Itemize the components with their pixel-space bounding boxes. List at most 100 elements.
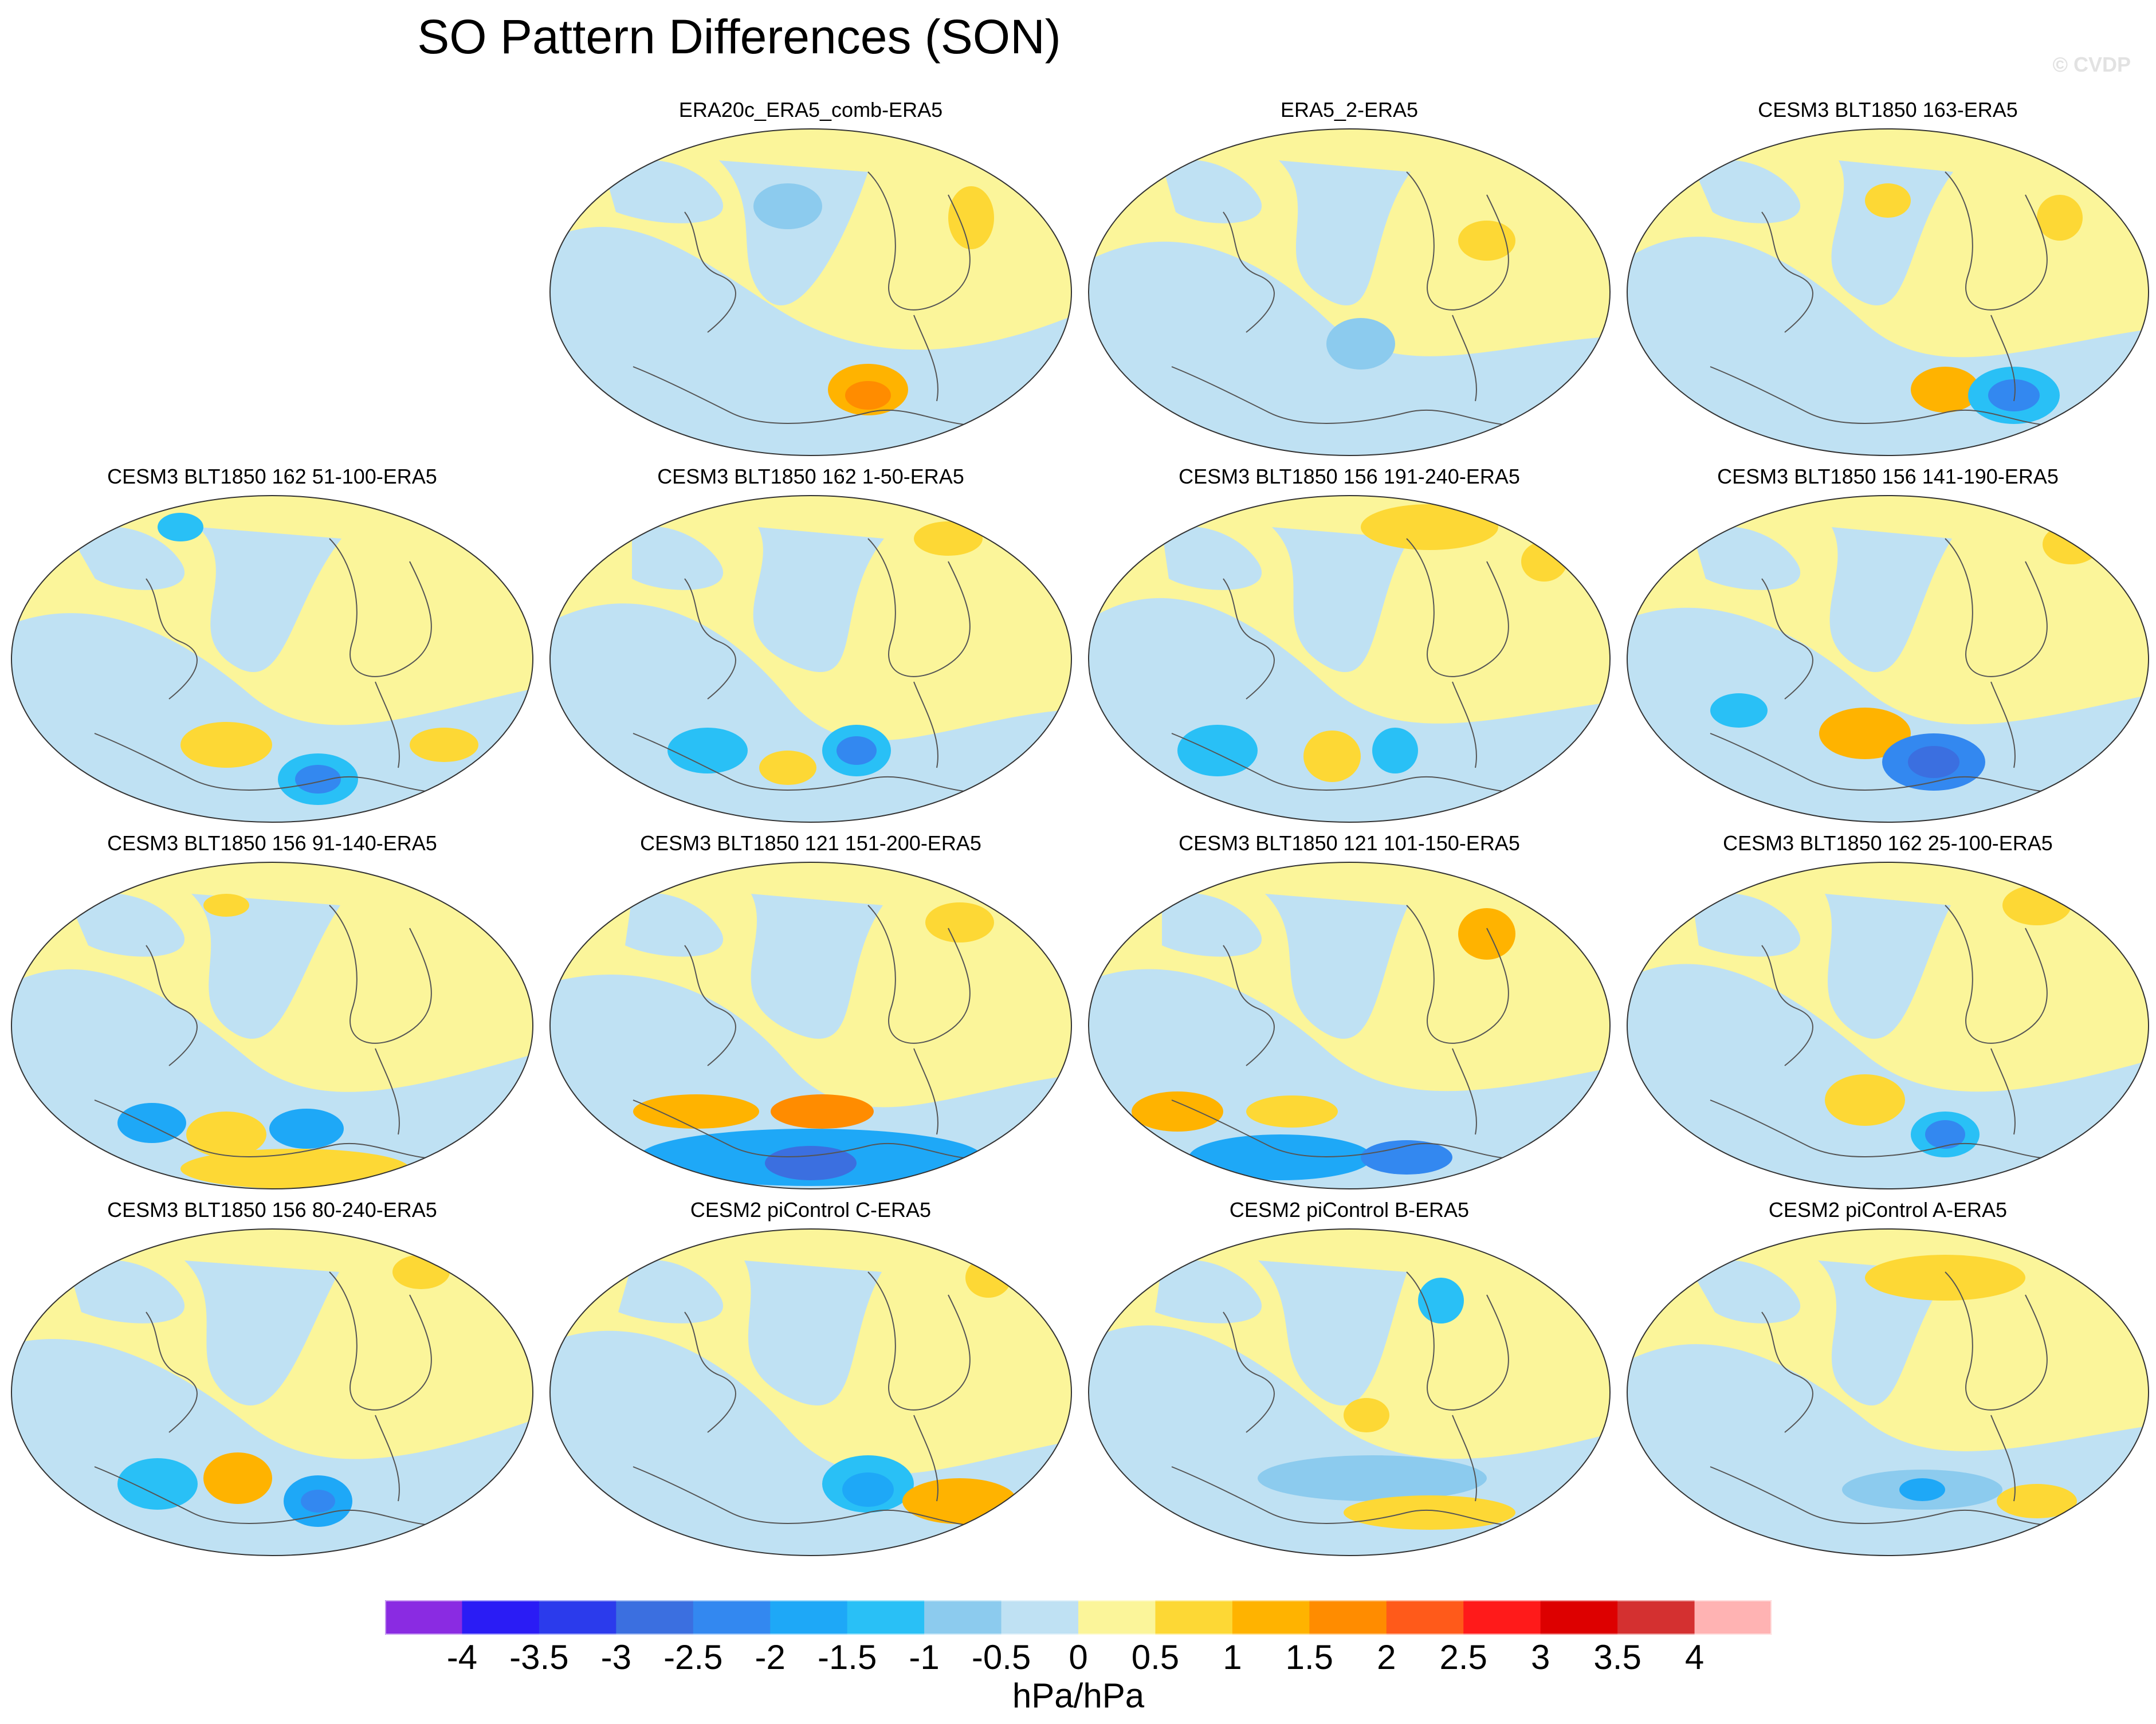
map-panel: ERA20c_ERA5_comb-ERA5 xyxy=(547,97,1074,464)
negative-anomaly-region xyxy=(184,1260,339,1406)
coastline xyxy=(684,1311,736,1433)
anomaly-contour xyxy=(1246,1095,1338,1128)
negative-anomaly-region xyxy=(1694,527,1801,590)
map-panel: CESM3 BLT1850 121 151-200-ERA5 xyxy=(547,831,1074,1197)
coastline xyxy=(94,733,479,794)
negative-anomaly-region xyxy=(1164,160,1262,223)
coastline xyxy=(329,905,432,1044)
map-border xyxy=(1088,128,1611,456)
coastline xyxy=(375,1048,400,1135)
anomaly-contour xyxy=(295,765,341,794)
anomaly-contour xyxy=(1865,183,1911,218)
coastline xyxy=(1710,366,2095,427)
coastline xyxy=(913,681,938,768)
colorbar-tick-label: -2 xyxy=(755,1638,786,1676)
colorbar-swatch xyxy=(1155,1600,1233,1635)
world-map xyxy=(549,495,1072,823)
panel-title: CESM3 BLT1850 121 151-200-ERA5 xyxy=(640,831,981,855)
coastline xyxy=(329,538,432,677)
negative-anomaly-region xyxy=(550,975,1071,1189)
negative-anomaly-region xyxy=(1829,527,1952,673)
negative-anomaly-region xyxy=(11,613,533,822)
world-map xyxy=(1088,862,1611,1189)
negative-anomaly-region xyxy=(1089,969,1610,1189)
panel-title: CESM3 BLT1850 156 91-140-ERA5 xyxy=(107,831,437,855)
coastline xyxy=(1945,905,2048,1044)
anomaly-contour xyxy=(771,1094,874,1129)
anomaly-contour xyxy=(180,722,272,768)
coastline xyxy=(1223,945,1275,1066)
colorbar-swatches xyxy=(385,1600,1772,1635)
coastline xyxy=(1945,1271,2048,1411)
colorbar-swatch xyxy=(1232,1600,1310,1635)
anomaly-contour xyxy=(1303,731,1361,782)
coastline xyxy=(1452,1048,1477,1135)
coastline xyxy=(94,1099,479,1160)
coastline xyxy=(684,945,736,1066)
negative-anomaly-region xyxy=(70,1260,185,1324)
panel-title: CESM2 piControl B-ERA5 xyxy=(1229,1198,1470,1222)
panel-title: ERA5_2-ERA5 xyxy=(1280,98,1419,121)
panel-title: CESM3 BLT1850 121 101-150-ERA5 xyxy=(1179,831,1520,855)
negative-anomaly-region xyxy=(751,894,883,1039)
anomaly-contour xyxy=(392,1255,450,1289)
map-panel: CESM3 BLT1850 162 1-50-ERA5 xyxy=(547,464,1074,831)
negative-anomaly-region xyxy=(1825,894,1951,1039)
anomaly-contour xyxy=(1372,728,1418,773)
anomaly-contour xyxy=(186,1112,266,1157)
coastline xyxy=(146,578,198,700)
colorbar-swatch xyxy=(1463,1600,1541,1635)
coastline xyxy=(633,366,1018,427)
coastline xyxy=(867,905,971,1044)
anomaly-contour xyxy=(301,1490,335,1513)
coastline xyxy=(1452,1415,1477,1502)
anomaly-contour xyxy=(1361,504,1498,550)
negative-anomaly-region xyxy=(1693,893,1801,957)
anomaly-contour xyxy=(1865,1255,2025,1301)
coastline xyxy=(375,1415,400,1502)
map-border xyxy=(549,128,1072,456)
anomaly-contour xyxy=(1997,1484,2077,1518)
coastline xyxy=(1406,1271,1509,1411)
world-map xyxy=(1627,495,2149,823)
colorbar-tick-label: -3 xyxy=(600,1638,632,1676)
map-border xyxy=(11,862,533,1189)
coastline xyxy=(1710,1466,2095,1527)
colorbar-tick-label: 4 xyxy=(1684,1638,1705,1676)
world-map xyxy=(549,128,1072,456)
map-panel: CESM3 BLT1850 156 80-240-ERA5 xyxy=(9,1197,536,1564)
colorbar-units: hPa/hPa xyxy=(1012,1676,1145,1715)
negative-anomaly-region xyxy=(191,894,340,1039)
panel-title: CESM3 BLT1850 156 141-190-ERA5 xyxy=(1717,465,2059,488)
negative-anomaly-region xyxy=(1258,1260,1407,1406)
anomaly-contour xyxy=(759,751,816,785)
panel-title: CESM3 BLT1850 162 25-100-ERA5 xyxy=(1723,831,2053,855)
coastline xyxy=(633,1466,1018,1527)
coastline xyxy=(1990,681,2016,768)
coastline xyxy=(867,538,971,677)
world-map xyxy=(11,1228,533,1556)
coastline xyxy=(1406,171,1509,311)
anomaly-contour xyxy=(925,902,994,942)
colorbar-swatch xyxy=(1694,1600,1772,1635)
world-map xyxy=(11,862,533,1189)
anomaly-contour xyxy=(1819,708,1911,759)
anomaly-contour xyxy=(117,1103,186,1143)
colorbar-tick-label: 3.5 xyxy=(1593,1638,1641,1676)
anomaly-contour xyxy=(845,381,891,410)
anomaly-contour xyxy=(2037,195,2083,241)
map-border xyxy=(1627,495,2149,823)
negative-anomaly-region xyxy=(72,527,185,590)
negative-anomaly-region xyxy=(1279,160,1411,306)
panel-title: CESM3 BLT1850 156 80-240-ERA5 xyxy=(107,1198,437,1222)
colorbar-tick-label: -0.5 xyxy=(971,1638,1031,1676)
anomaly-contour xyxy=(1258,1455,1487,1501)
coastline xyxy=(1945,171,2048,311)
anomaly-contour xyxy=(948,186,994,249)
coastline xyxy=(146,945,198,1066)
anomaly-contour xyxy=(633,1094,759,1129)
negative-anomaly-region xyxy=(604,160,724,223)
anomaly-contour xyxy=(1911,367,1980,413)
anomaly-contour xyxy=(1521,541,1567,582)
colorbar-swatch xyxy=(1617,1600,1695,1635)
